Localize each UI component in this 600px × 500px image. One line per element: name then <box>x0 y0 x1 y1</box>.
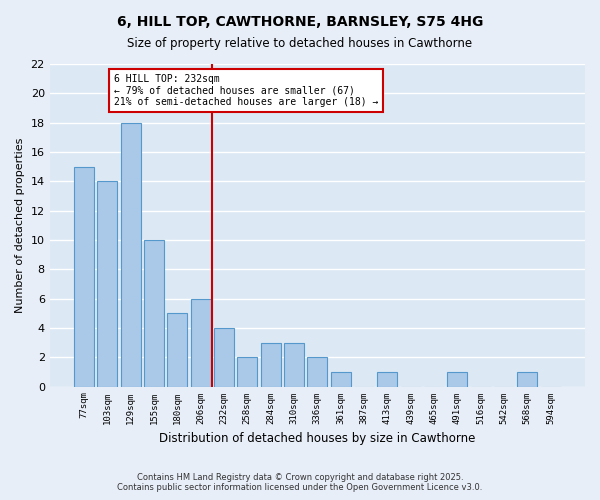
Bar <box>214 328 234 386</box>
Bar <box>284 342 304 386</box>
Bar <box>97 182 117 386</box>
Bar <box>517 372 538 386</box>
Text: Contains HM Land Registry data © Crown copyright and database right 2025.
Contai: Contains HM Land Registry data © Crown c… <box>118 473 482 492</box>
Text: 6 HILL TOP: 232sqm
← 79% of detached houses are smaller (67)
21% of semi-detache: 6 HILL TOP: 232sqm ← 79% of detached hou… <box>114 74 379 108</box>
Bar <box>167 313 187 386</box>
X-axis label: Distribution of detached houses by size in Cawthorne: Distribution of detached houses by size … <box>159 432 476 445</box>
Bar <box>238 357 257 386</box>
Bar <box>121 122 140 386</box>
Bar <box>74 166 94 386</box>
Y-axis label: Number of detached properties: Number of detached properties <box>15 138 25 313</box>
Text: 6, HILL TOP, CAWTHORNE, BARNSLEY, S75 4HG: 6, HILL TOP, CAWTHORNE, BARNSLEY, S75 4H… <box>117 15 483 29</box>
Bar <box>448 372 467 386</box>
Bar <box>261 342 281 386</box>
Bar <box>191 298 211 386</box>
Bar <box>331 372 350 386</box>
Text: Size of property relative to detached houses in Cawthorne: Size of property relative to detached ho… <box>127 38 473 51</box>
Bar <box>144 240 164 386</box>
Bar <box>377 372 397 386</box>
Bar <box>307 357 327 386</box>
